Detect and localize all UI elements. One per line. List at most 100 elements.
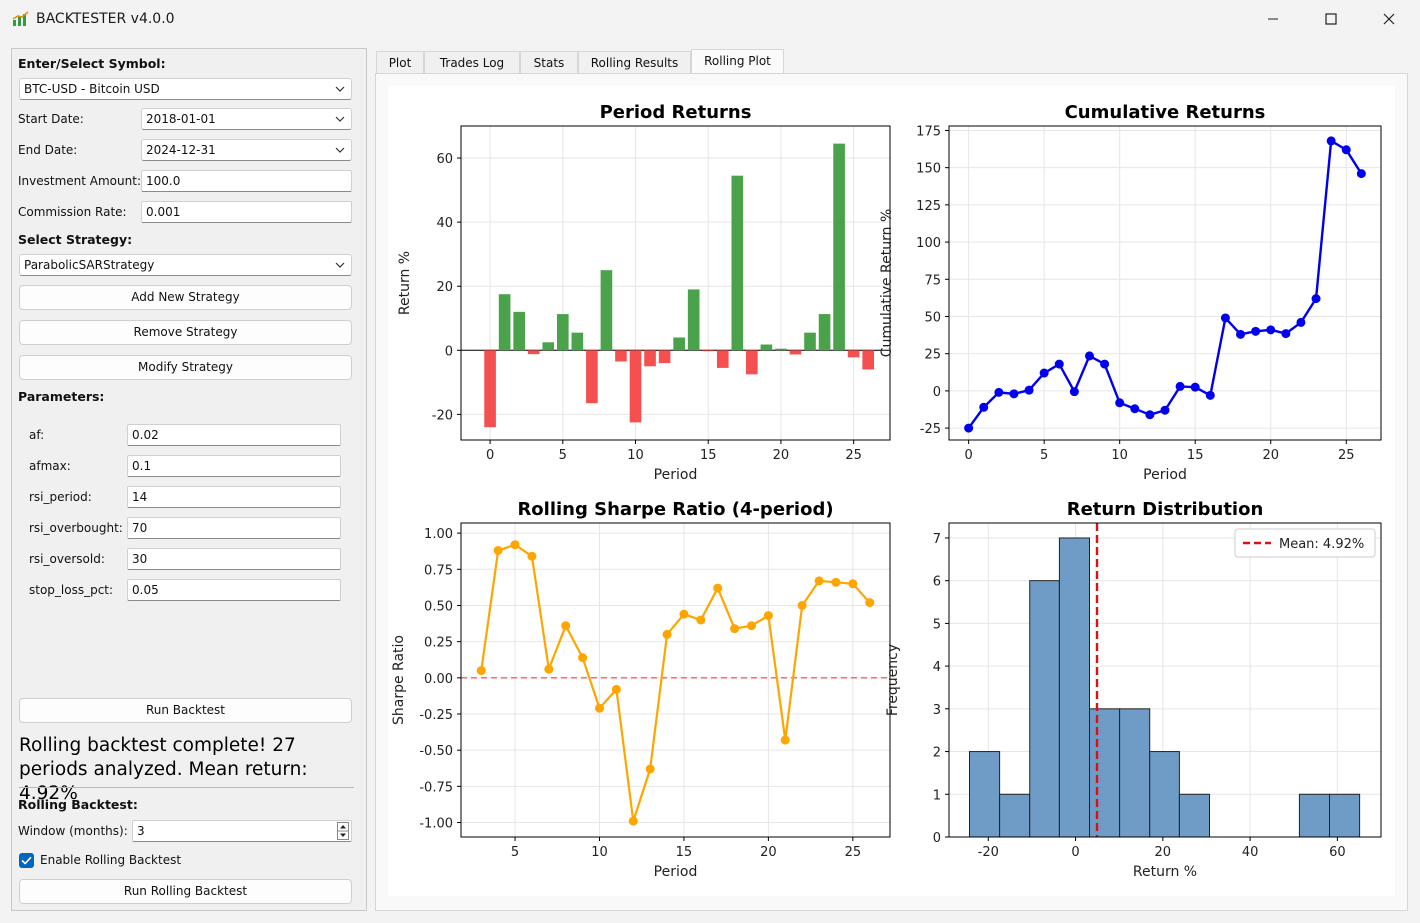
histogram-bar <box>1089 708 1121 838</box>
modify-strategy-button[interactable]: Modify Strategy <box>19 355 352 380</box>
x-tick-label: 10 <box>627 448 644 463</box>
bar <box>658 350 671 364</box>
y-tick-label: 3 <box>933 703 941 718</box>
symbol-label: Enter/Select Symbol: <box>18 56 166 71</box>
x-tick-label: 15 <box>1187 448 1204 463</box>
spin-arrows-icon[interactable] <box>337 822 349 840</box>
bar <box>789 350 802 355</box>
bar <box>818 314 831 351</box>
tab-trades-log[interactable]: Trades Log <box>424 51 520 74</box>
x-tick-label: 20 <box>1155 845 1172 860</box>
y-tick-label: 0.75 <box>424 563 453 578</box>
end-date-picker[interactable]: 2024-12-31 <box>141 139 352 161</box>
bar <box>687 289 700 351</box>
param-rsi-oversold-input[interactable]: 30 <box>127 548 341 570</box>
tab-rolling-plot[interactable]: Rolling Plot <box>691 49 784 75</box>
x-tick-label: 60 <box>1329 845 1346 860</box>
rolling-backtest-label: Rolling Backtest: <box>18 797 138 812</box>
point <box>1281 329 1291 339</box>
y-tick-label: 0 <box>933 831 941 846</box>
y-tick-label: 25 <box>924 348 941 363</box>
maximize-button[interactable] <box>1302 0 1360 38</box>
point <box>747 621 757 631</box>
minimize-button[interactable] <box>1244 0 1302 38</box>
y-axis-label: Cumulative Return % <box>879 209 895 358</box>
x-tick-label: 15 <box>676 845 693 860</box>
x-tick-label: 5 <box>559 448 567 463</box>
param-afmax-input[interactable]: 0.1 <box>127 455 341 477</box>
bar <box>760 344 773 351</box>
point <box>814 576 824 586</box>
investment-input[interactable]: 100.0 <box>141 170 352 192</box>
point <box>1296 317 1306 327</box>
bar <box>513 311 525 351</box>
point <box>628 816 638 826</box>
close-button[interactable] <box>1360 0 1418 38</box>
strategy-combo[interactable]: ParabolicSARStrategy <box>19 254 352 276</box>
start-date-picker[interactable]: 2018-01-01 <box>141 108 352 130</box>
bar <box>600 270 613 351</box>
y-tick-label: 0 <box>933 385 941 400</box>
window-spinbox[interactable]: 3 <box>132 820 352 842</box>
bar <box>498 294 511 351</box>
y-tick-label: 20 <box>436 280 453 295</box>
y-tick-label: -0.25 <box>419 708 453 723</box>
x-tick-label: 25 <box>845 845 862 860</box>
chart-title: Return Distribution <box>1067 499 1264 520</box>
y-tick-label: 75 <box>924 273 941 288</box>
x-tick-label: 15 <box>700 448 717 463</box>
tab-plot[interactable]: Plot <box>376 51 424 74</box>
param-label: rsi_period: <box>29 490 92 504</box>
param-rsi-overbought-input[interactable]: 70 <box>127 517 341 539</box>
symbol-combo[interactable]: BTC-USD - Bitcoin USD <box>19 78 352 100</box>
start-date-value: 2018-01-01 <box>146 112 216 126</box>
commission-input[interactable]: 0.001 <box>141 201 352 223</box>
maximize-icon <box>1325 13 1337 25</box>
tab-rolling-results[interactable]: Rolling Results <box>578 51 691 74</box>
point <box>1205 390 1215 400</box>
x-tick-label: 40 <box>1242 845 1259 860</box>
legend-box <box>1234 528 1376 558</box>
bar <box>847 350 860 358</box>
point <box>1326 136 1336 146</box>
end-date-label: End Date: <box>18 143 78 157</box>
point <box>979 402 989 412</box>
point <box>1266 325 1276 335</box>
x-tick-label: 5 <box>511 845 519 860</box>
run-rolling-backtest-button[interactable]: Run Rolling Backtest <box>19 879 352 904</box>
point <box>1024 385 1034 395</box>
series-line <box>967 138 1363 429</box>
param-rsi-period-input[interactable]: 14 <box>127 486 341 508</box>
point <box>1100 359 1110 369</box>
x-axis-label: Period <box>654 864 698 880</box>
y-tick-label: 4 <box>933 660 941 675</box>
point <box>1341 145 1351 155</box>
tab-stats[interactable]: Stats <box>520 51 578 74</box>
divider <box>19 787 354 788</box>
point <box>1054 359 1064 369</box>
remove-strategy-button[interactable]: Remove Strategy <box>19 320 352 345</box>
histogram-bar <box>1119 708 1151 838</box>
point <box>1220 313 1230 323</box>
bar <box>702 350 715 352</box>
status-message: Rolling backtest complete! 27 periods an… <box>19 735 308 804</box>
investment-label: Investment Amount: <box>18 174 141 188</box>
chevron-down-icon <box>335 147 345 153</box>
bar <box>833 143 845 351</box>
window-label: Window (months): <box>18 824 128 838</box>
bar <box>644 350 656 367</box>
start-date-label: Start Date: <box>18 112 84 126</box>
point <box>730 624 740 634</box>
run-backtest-button[interactable]: Run Backtest <box>19 698 352 723</box>
y-axis-label: Sharpe Ratio <box>391 635 407 725</box>
param-label: rsi_overbought: <box>29 521 123 535</box>
param-stop-loss-input[interactable]: 0.05 <box>127 579 341 601</box>
add-strategy-button[interactable]: Add New Strategy <box>19 285 352 310</box>
param-af-input[interactable]: 0.02 <box>127 424 341 446</box>
window-value: 3 <box>137 824 145 838</box>
enable-rolling-checkbox[interactable] <box>19 853 34 868</box>
bar <box>716 350 729 368</box>
point <box>831 577 841 587</box>
chart-2: 0 5 10 15 20 25 -25 0 25 50 75 100 125 150 175 Cumulati… <box>879 102 1382 483</box>
